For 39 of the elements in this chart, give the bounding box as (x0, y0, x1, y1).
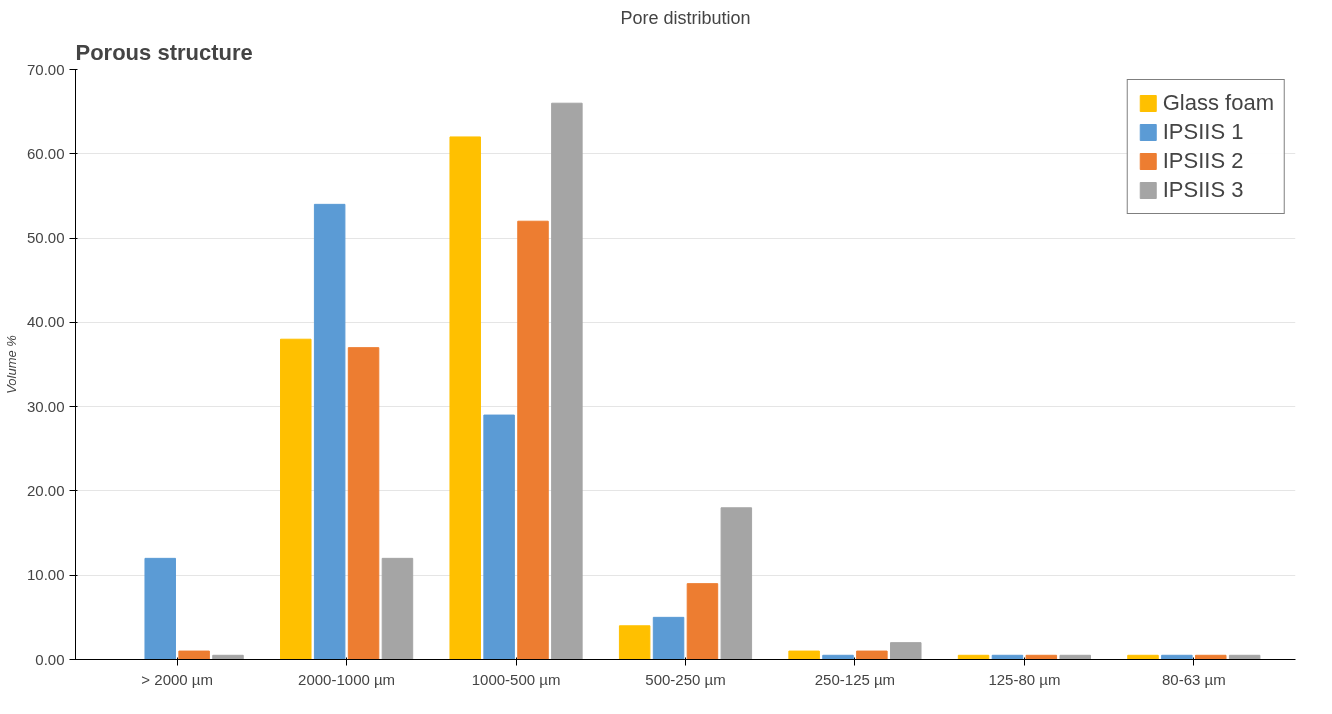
y-tick-label: 70.00 (26, 60, 65, 78)
bar (381, 557, 414, 660)
bar (788, 650, 820, 660)
legend-label: IPSIIS 1 (1162, 119, 1244, 145)
bar (178, 650, 210, 660)
x-tick-label: 500-250 µm (645, 670, 726, 688)
x-tick-label: > 2000 µm (141, 670, 213, 688)
bar (483, 414, 515, 660)
x-tick-label: 1000-500 µm (471, 670, 561, 688)
y-tick-label: 10.00 (26, 566, 65, 584)
x-tick-label: 80-63 µm (1162, 670, 1226, 688)
text: Porous structure (75, 39, 253, 65)
y-tick-label: 30.00 (26, 397, 65, 415)
bar (347, 347, 380, 660)
bar (618, 625, 651, 660)
bar (686, 583, 719, 660)
y-tick-label: 40.00 (26, 313, 65, 331)
y-tick-label: 20.00 (26, 481, 65, 499)
legend-label: IPSIIS 2 (1162, 148, 1244, 174)
bar (890, 642, 922, 660)
bar (313, 203, 346, 660)
bar (720, 507, 753, 660)
bar (280, 338, 312, 660)
x-tick-label: 2000-1000 µm (298, 670, 396, 688)
y-tick-label: 0.00 (35, 650, 65, 668)
legend-label: Glass foam (1162, 90, 1274, 116)
bar (551, 102, 583, 660)
bar (652, 616, 685, 660)
legend-label: IPSIIS 3 (1162, 177, 1244, 203)
y-axis-title: Volume % (3, 335, 19, 394)
x-tick-label: 125-80 µm (988, 670, 1061, 688)
bar (144, 557, 176, 660)
x-tick-label: 250-125 µm (814, 670, 896, 688)
y-tick-label: 60.00 (26, 144, 65, 162)
bar (856, 650, 888, 660)
bar (449, 136, 481, 660)
chart-title: Pore distribution (620, 7, 751, 28)
y-tick-label: 50.00 (26, 229, 65, 247)
bar (517, 220, 549, 660)
